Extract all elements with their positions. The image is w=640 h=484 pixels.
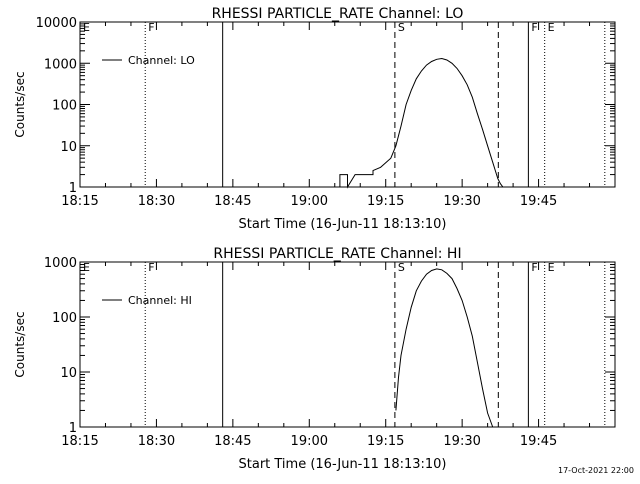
y-tick-label: 1000 xyxy=(44,57,77,72)
y-tick-label: 1 xyxy=(69,181,77,196)
plot-frame xyxy=(79,21,616,188)
event-marker-label: E xyxy=(83,261,90,274)
chart-title: RHESSI PARTICLE_RATE Channel: LO xyxy=(212,6,464,22)
x-tick-label: 19:30 xyxy=(443,434,480,449)
footer-timestamp: 17-Oct-2021 22:00 xyxy=(558,466,634,475)
x-tick-label: 18:30 xyxy=(138,434,175,449)
chart-panel-2: RHESSI PARTICLE_RATE Channel: HI Start Ti… xyxy=(13,246,616,472)
event-marker-label: E xyxy=(83,21,90,34)
x-tick-label: 18:45 xyxy=(214,194,251,209)
x-axis-label: Start Time (16-Jun-11 18:13:10) xyxy=(239,457,447,472)
x-tick-label: 18:45 xyxy=(214,434,251,449)
chart-title: RHESSI PARTICLE_RATE Channel: HI xyxy=(213,246,461,262)
chart-panel-1: RHESSI PARTICLE_RATE Channel: LO Start Ti… xyxy=(13,6,616,232)
event-marker-label: S xyxy=(398,261,405,274)
x-tick-label: 18:15 xyxy=(61,434,98,449)
y-tick-label: 10000 xyxy=(36,16,77,31)
event-marker-label: E xyxy=(548,21,555,34)
x-tick-label: 19:45 xyxy=(520,434,557,449)
y-tick-label: 1000 xyxy=(44,256,77,271)
x-axis-label: Start Time (16-Jun-11 18:13:10) xyxy=(239,217,447,232)
y-tick-label: 100 xyxy=(52,99,77,114)
x-tick-label: 19:15 xyxy=(367,194,404,209)
event-marker-label: S xyxy=(398,21,405,34)
plot-frame xyxy=(79,261,616,428)
y-tick-label: 100 xyxy=(52,311,77,326)
x-tick-label: 18:30 xyxy=(138,194,175,209)
event-marker-label: E xyxy=(548,261,555,274)
y-tick-label: 10 xyxy=(60,366,77,381)
series-line xyxy=(395,268,494,428)
y-axis-label: Counts/sec xyxy=(13,311,27,377)
x-tick-label: 19:15 xyxy=(367,434,404,449)
x-tick-label: 19:45 xyxy=(520,194,557,209)
series-line xyxy=(339,57,504,189)
y-axis-label: Counts/sec xyxy=(13,71,27,137)
y-tick-label: 10 xyxy=(60,140,77,155)
event-marker-label: F xyxy=(148,261,154,274)
event-marker-label: F xyxy=(531,261,537,274)
x-tick-label: 19:00 xyxy=(291,194,328,209)
y-tick-label: 1 xyxy=(69,421,77,436)
legend-label: Channel: LO xyxy=(128,54,195,67)
x-tick-label: 19:30 xyxy=(443,194,480,209)
event-marker-label: F xyxy=(531,21,537,34)
event-marker-label: F xyxy=(148,21,154,34)
x-tick-label: 18:15 xyxy=(61,194,98,209)
legend-label: Channel: HI xyxy=(128,294,192,307)
x-tick-label: 19:00 xyxy=(291,434,328,449)
